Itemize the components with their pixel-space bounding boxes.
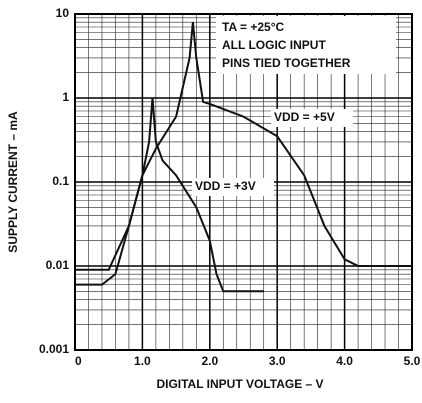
y-tick-label: 10 [56, 6, 70, 20]
x-tick-label: 2.0 [201, 354, 218, 368]
x-tick-label: 5.0 [404, 354, 421, 368]
series-label: VDD = +5V [274, 110, 335, 124]
series-label-bg [192, 178, 274, 196]
x-tick-label: 3.0 [269, 354, 286, 368]
annotation: PINS TIED TOGETHER [222, 56, 351, 70]
y-axis-label: SUPPLY CURRENT – mA [6, 111, 20, 253]
x-tick-label: 1.0 [134, 354, 151, 368]
series-label: VDD = +3V [195, 179, 256, 193]
annotation-box [216, 16, 396, 74]
y-tick-label: 0.01 [46, 258, 70, 272]
x-axis-label: DIGITAL INPUT VOLTAGE – V [156, 377, 323, 391]
plot-frame [74, 13, 413, 351]
annotation: TA = +25°C [222, 20, 284, 34]
annotation: ALL LOGIC INPUT [222, 38, 326, 52]
series-label-bg [271, 109, 353, 127]
y-tick-label: 0.1 [52, 174, 69, 188]
x-tick-label: 0 [75, 354, 82, 368]
series-line [75, 97, 264, 293]
y-tick-label: 0.001 [39, 342, 69, 356]
y-tick-label: 1 [62, 90, 69, 104]
x-tick-label: 4.0 [336, 354, 353, 368]
